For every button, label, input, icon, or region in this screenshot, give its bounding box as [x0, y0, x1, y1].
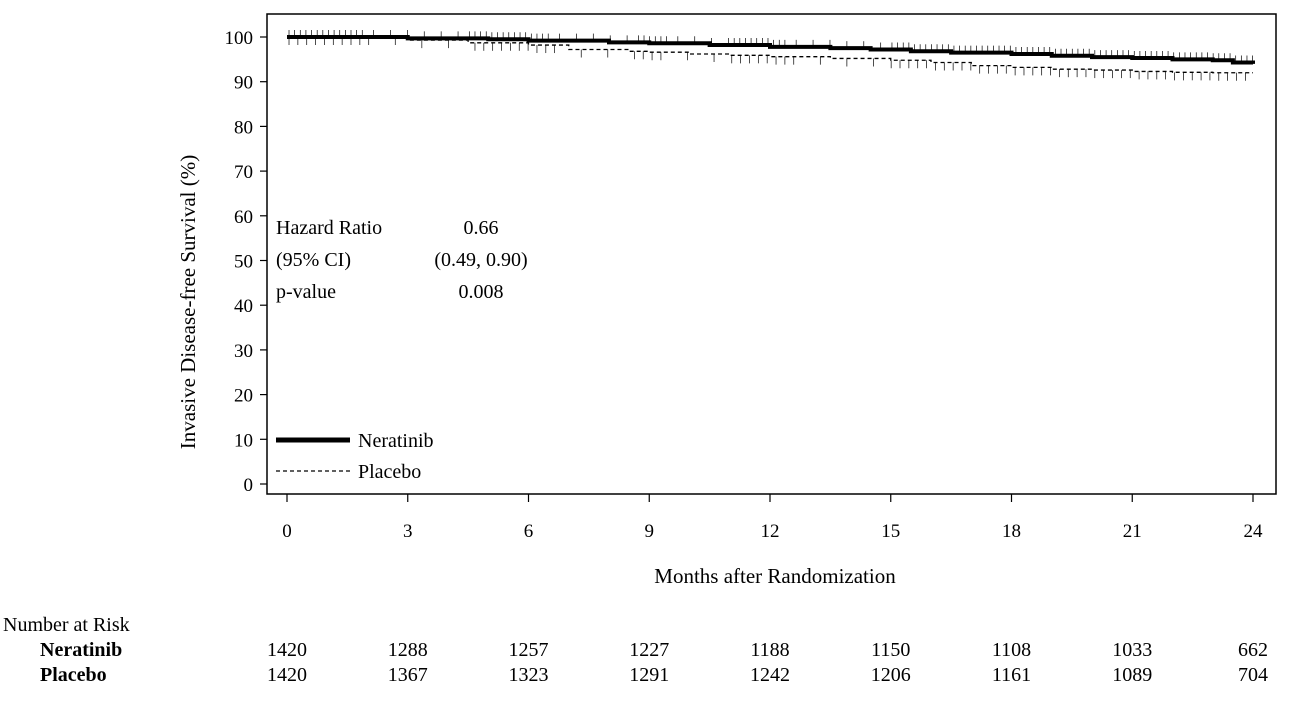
x-tick-label: 0	[282, 521, 292, 542]
x-tick-label: 15	[881, 521, 900, 542]
x-tick-label: 3	[403, 521, 413, 542]
risk-value: 1323	[509, 664, 549, 686]
y-tick-label: 30	[234, 341, 253, 362]
series-layer	[287, 30, 1255, 81]
risk-value: 1420	[267, 664, 307, 686]
series-line-neratinib	[287, 35, 1255, 65]
risk-row-name: Placebo	[40, 664, 107, 686]
x-tick-label: 18	[1002, 521, 1021, 542]
stats-value: (0.49, 0.90)	[434, 249, 527, 271]
risk-value: 1242	[750, 664, 790, 686]
y-tick-label: 50	[234, 252, 253, 273]
y-tick-label: 20	[234, 386, 253, 407]
hazard-ratio-annotation: Hazard Ratio 0.66 (95% CI) (0.49, 0.90) p-va…	[276, 217, 528, 303]
risk-value: 1420	[267, 639, 307, 661]
stats-value: 0.008	[459, 281, 504, 303]
risk-value: 1257	[509, 639, 549, 661]
risk-value: 1161	[992, 664, 1031, 686]
risk-value: 1227	[629, 639, 669, 661]
x-axis-title: Months after Randomization	[654, 564, 896, 588]
risk-value: 1206	[871, 664, 911, 686]
x-tick-label: 12	[761, 521, 780, 542]
x-tick-label: 21	[1123, 521, 1142, 542]
number-at-risk-table: Number at Risk Neratinib 1420 1288 1257 1227…	[3, 614, 1268, 686]
y-tick-label: 80	[234, 117, 253, 138]
risk-value: 1288	[388, 639, 428, 661]
risk-value: 1188	[750, 639, 789, 661]
legend: Neratinib Placebo	[276, 430, 434, 483]
censor-marks-placebo	[288, 37, 1246, 81]
risk-value: 1108	[992, 639, 1031, 661]
y-tick-label: 10	[234, 430, 253, 451]
risk-value: 1033	[1112, 639, 1152, 661]
y-tick-label: 90	[234, 73, 253, 94]
y-tick-label: 70	[234, 162, 253, 183]
risk-value: 704	[1238, 664, 1268, 686]
legend-label-neratinib: Neratinib	[358, 430, 434, 452]
y-tick-label: 60	[234, 207, 253, 228]
risk-value: 1291	[629, 664, 669, 686]
risk-table-title: Number at Risk	[3, 614, 130, 636]
series-line-placebo	[287, 36, 1253, 74]
stats-label: Hazard Ratio	[276, 217, 382, 239]
risk-row-name: Neratinib	[40, 639, 122, 661]
stats-label: (95% CI)	[276, 249, 351, 271]
y-axis: 0 10 20 30 40 50 60 70 80 90 100	[225, 28, 267, 496]
y-tick-label: 0	[244, 475, 254, 496]
risk-value: 1150	[871, 639, 910, 661]
y-tick-label: 100	[225, 28, 254, 49]
y-axis-title: Invasive Disease-free Survival (%)	[176, 155, 200, 449]
x-tick-label: 6	[524, 521, 534, 542]
risk-value: 662	[1238, 639, 1268, 661]
x-axis: 0 3 6 9 12 15 18 21 24	[282, 494, 1263, 542]
risk-value: 1367	[388, 664, 428, 686]
x-tick-label: 9	[645, 521, 655, 542]
x-tick-label: 24	[1244, 521, 1264, 542]
stats-value: 0.66	[464, 217, 499, 239]
legend-label-placebo: Placebo	[358, 461, 421, 483]
risk-value: 1089	[1112, 664, 1152, 686]
plot-frame	[266, 13, 1277, 495]
stats-label: p-value	[276, 281, 336, 303]
y-tick-label: 40	[234, 296, 253, 317]
censor-marks-neratinib	[288, 30, 1253, 63]
